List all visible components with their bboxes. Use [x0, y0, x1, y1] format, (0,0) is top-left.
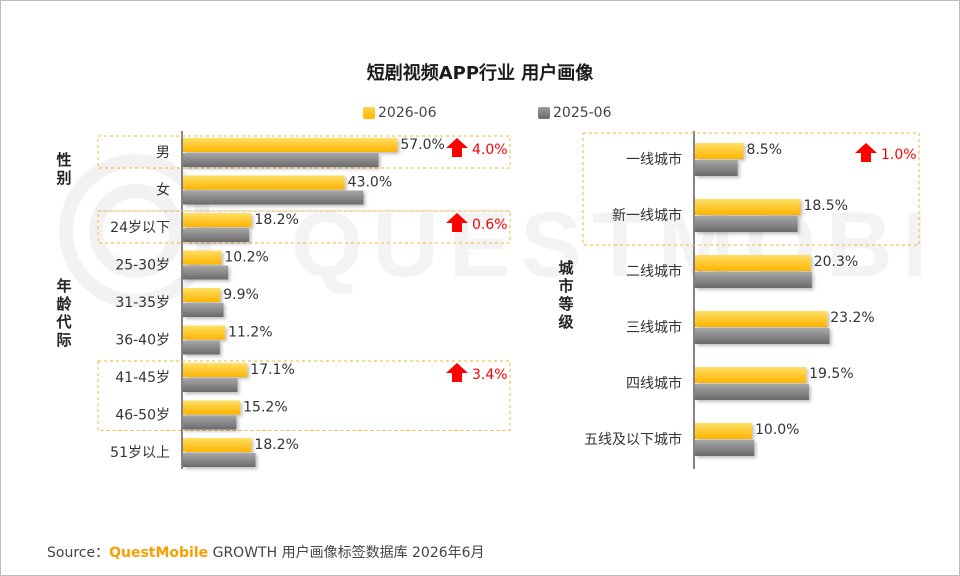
value-label: 8.5% [746, 142, 782, 158]
value-label: 9.9% [223, 287, 259, 303]
bar-2026 [695, 199, 801, 215]
category-label: 四线城市 [626, 375, 682, 392]
category-label: 51岁以上 [110, 445, 170, 461]
source-prefix: Source： [47, 545, 110, 561]
category-label: 女 [156, 182, 170, 199]
legend-item-2026: 2026-06 [363, 105, 437, 121]
category-label: 一线城市 [626, 151, 682, 168]
bar-2026 [183, 325, 226, 340]
bar-2026 [183, 250, 222, 265]
category-label: 46-50岁 [115, 408, 170, 424]
chart-title: 短剧视频APP行业 用户画像 [366, 63, 594, 84]
category-label: 36-40岁 [115, 333, 170, 349]
bar-2026 [183, 175, 345, 190]
value-label: 17.1% [250, 362, 294, 378]
category-label: 41-45岁 [115, 370, 170, 386]
bar-2026 [183, 363, 248, 377]
highlight-box [97, 360, 511, 431]
highlight-box [97, 210, 511, 244]
bar-2025 [183, 340, 220, 355]
bar-2025 [183, 453, 256, 467]
bar-2025 [695, 216, 798, 232]
bar-2026 [183, 138, 398, 152]
legend-swatch-2025 [538, 107, 550, 119]
right-chart: 1.0% 8.5% 一线城市 18.5% 新一线城市 20.3% 二线城市 23.2% 三线城市… [582, 131, 920, 469]
category-label: 三线城市 [626, 319, 682, 336]
change-label: 1.0% [881, 147, 917, 163]
change-label: 0.6% [472, 217, 508, 233]
change-label: 4.0% [472, 142, 508, 158]
category-label: 新一线城市 [612, 207, 682, 224]
category-label: 31-35岁 [115, 295, 170, 311]
value-label: 43.0% [348, 175, 392, 191]
value-label: 57.0% [400, 137, 444, 153]
up-arrow-icon [446, 213, 468, 232]
bar-2025 [695, 272, 812, 288]
change-label: 3.4% [472, 367, 508, 383]
value-label: 11.2% [228, 325, 272, 341]
bar-2025 [183, 190, 364, 205]
value-label: 18.5% [803, 198, 847, 214]
bar-2026 [695, 423, 752, 439]
highlight-box [582, 132, 920, 246]
bar-2026 [695, 311, 828, 327]
bar-2026 [183, 400, 241, 415]
highlight-box [97, 135, 511, 169]
legend-item-2025: 2025-06 [538, 105, 612, 121]
bar-2026 [183, 288, 221, 302]
category-label: 25-30岁 [115, 258, 170, 274]
bar-2025 [183, 415, 237, 430]
group-label-age: 年龄代际 [56, 277, 72, 349]
bar-2025 [183, 303, 224, 317]
source-note: Source：QuestMobile GROWTH 用户画像标签数据库 2026… [47, 542, 485, 562]
legend-label-2026: 2026-06 [378, 105, 437, 121]
source-rest: GROWTH 用户画像标签数据库 2026年6月 [208, 545, 485, 561]
category-label: 二线城市 [626, 263, 682, 280]
value-label: 20.3% [814, 254, 858, 270]
left-chart: 4.0% 0.6% 3.4% 57.0% 男 43.0% 女 18.2% 24岁以下 10.2% 2… [97, 131, 511, 469]
legend-label-2025: 2025-06 [553, 105, 612, 121]
bar-2025 [695, 440, 755, 456]
source-brand: QuestMobile [109, 545, 209, 561]
value-label: 15.2% [243, 400, 287, 416]
value-label: 18.2% [254, 212, 298, 228]
category-label: 24岁以下 [110, 220, 170, 236]
group-label-gender: 性别 [56, 151, 72, 187]
value-label: 19.5% [809, 366, 853, 382]
bar-2025 [183, 153, 379, 167]
bar-2025 [695, 328, 830, 344]
value-label: 10.0% [755, 422, 799, 438]
group-label-city: 城市等级 [558, 259, 574, 331]
bar-2026 [183, 438, 252, 452]
value-label: 10.2% [224, 250, 268, 266]
bar-2025 [183, 228, 250, 242]
bar-2025 [183, 265, 229, 280]
legend-swatch-2026 [363, 107, 375, 119]
bar-2026 [695, 255, 811, 271]
bar-2025 [695, 160, 738, 176]
bar-2026 [695, 143, 744, 159]
category-label: 男 [156, 145, 170, 161]
bar-2026 [695, 367, 807, 383]
bar-2025 [695, 384, 809, 400]
up-arrow-icon [855, 143, 877, 162]
value-label: 18.2% [254, 437, 298, 453]
up-arrow-icon [446, 363, 468, 382]
up-arrow-icon [446, 138, 468, 157]
bar-2025 [183, 378, 238, 392]
bar-2026 [183, 213, 252, 227]
value-label: 23.2% [830, 310, 874, 326]
category-label: 五线及以下城市 [584, 431, 682, 448]
